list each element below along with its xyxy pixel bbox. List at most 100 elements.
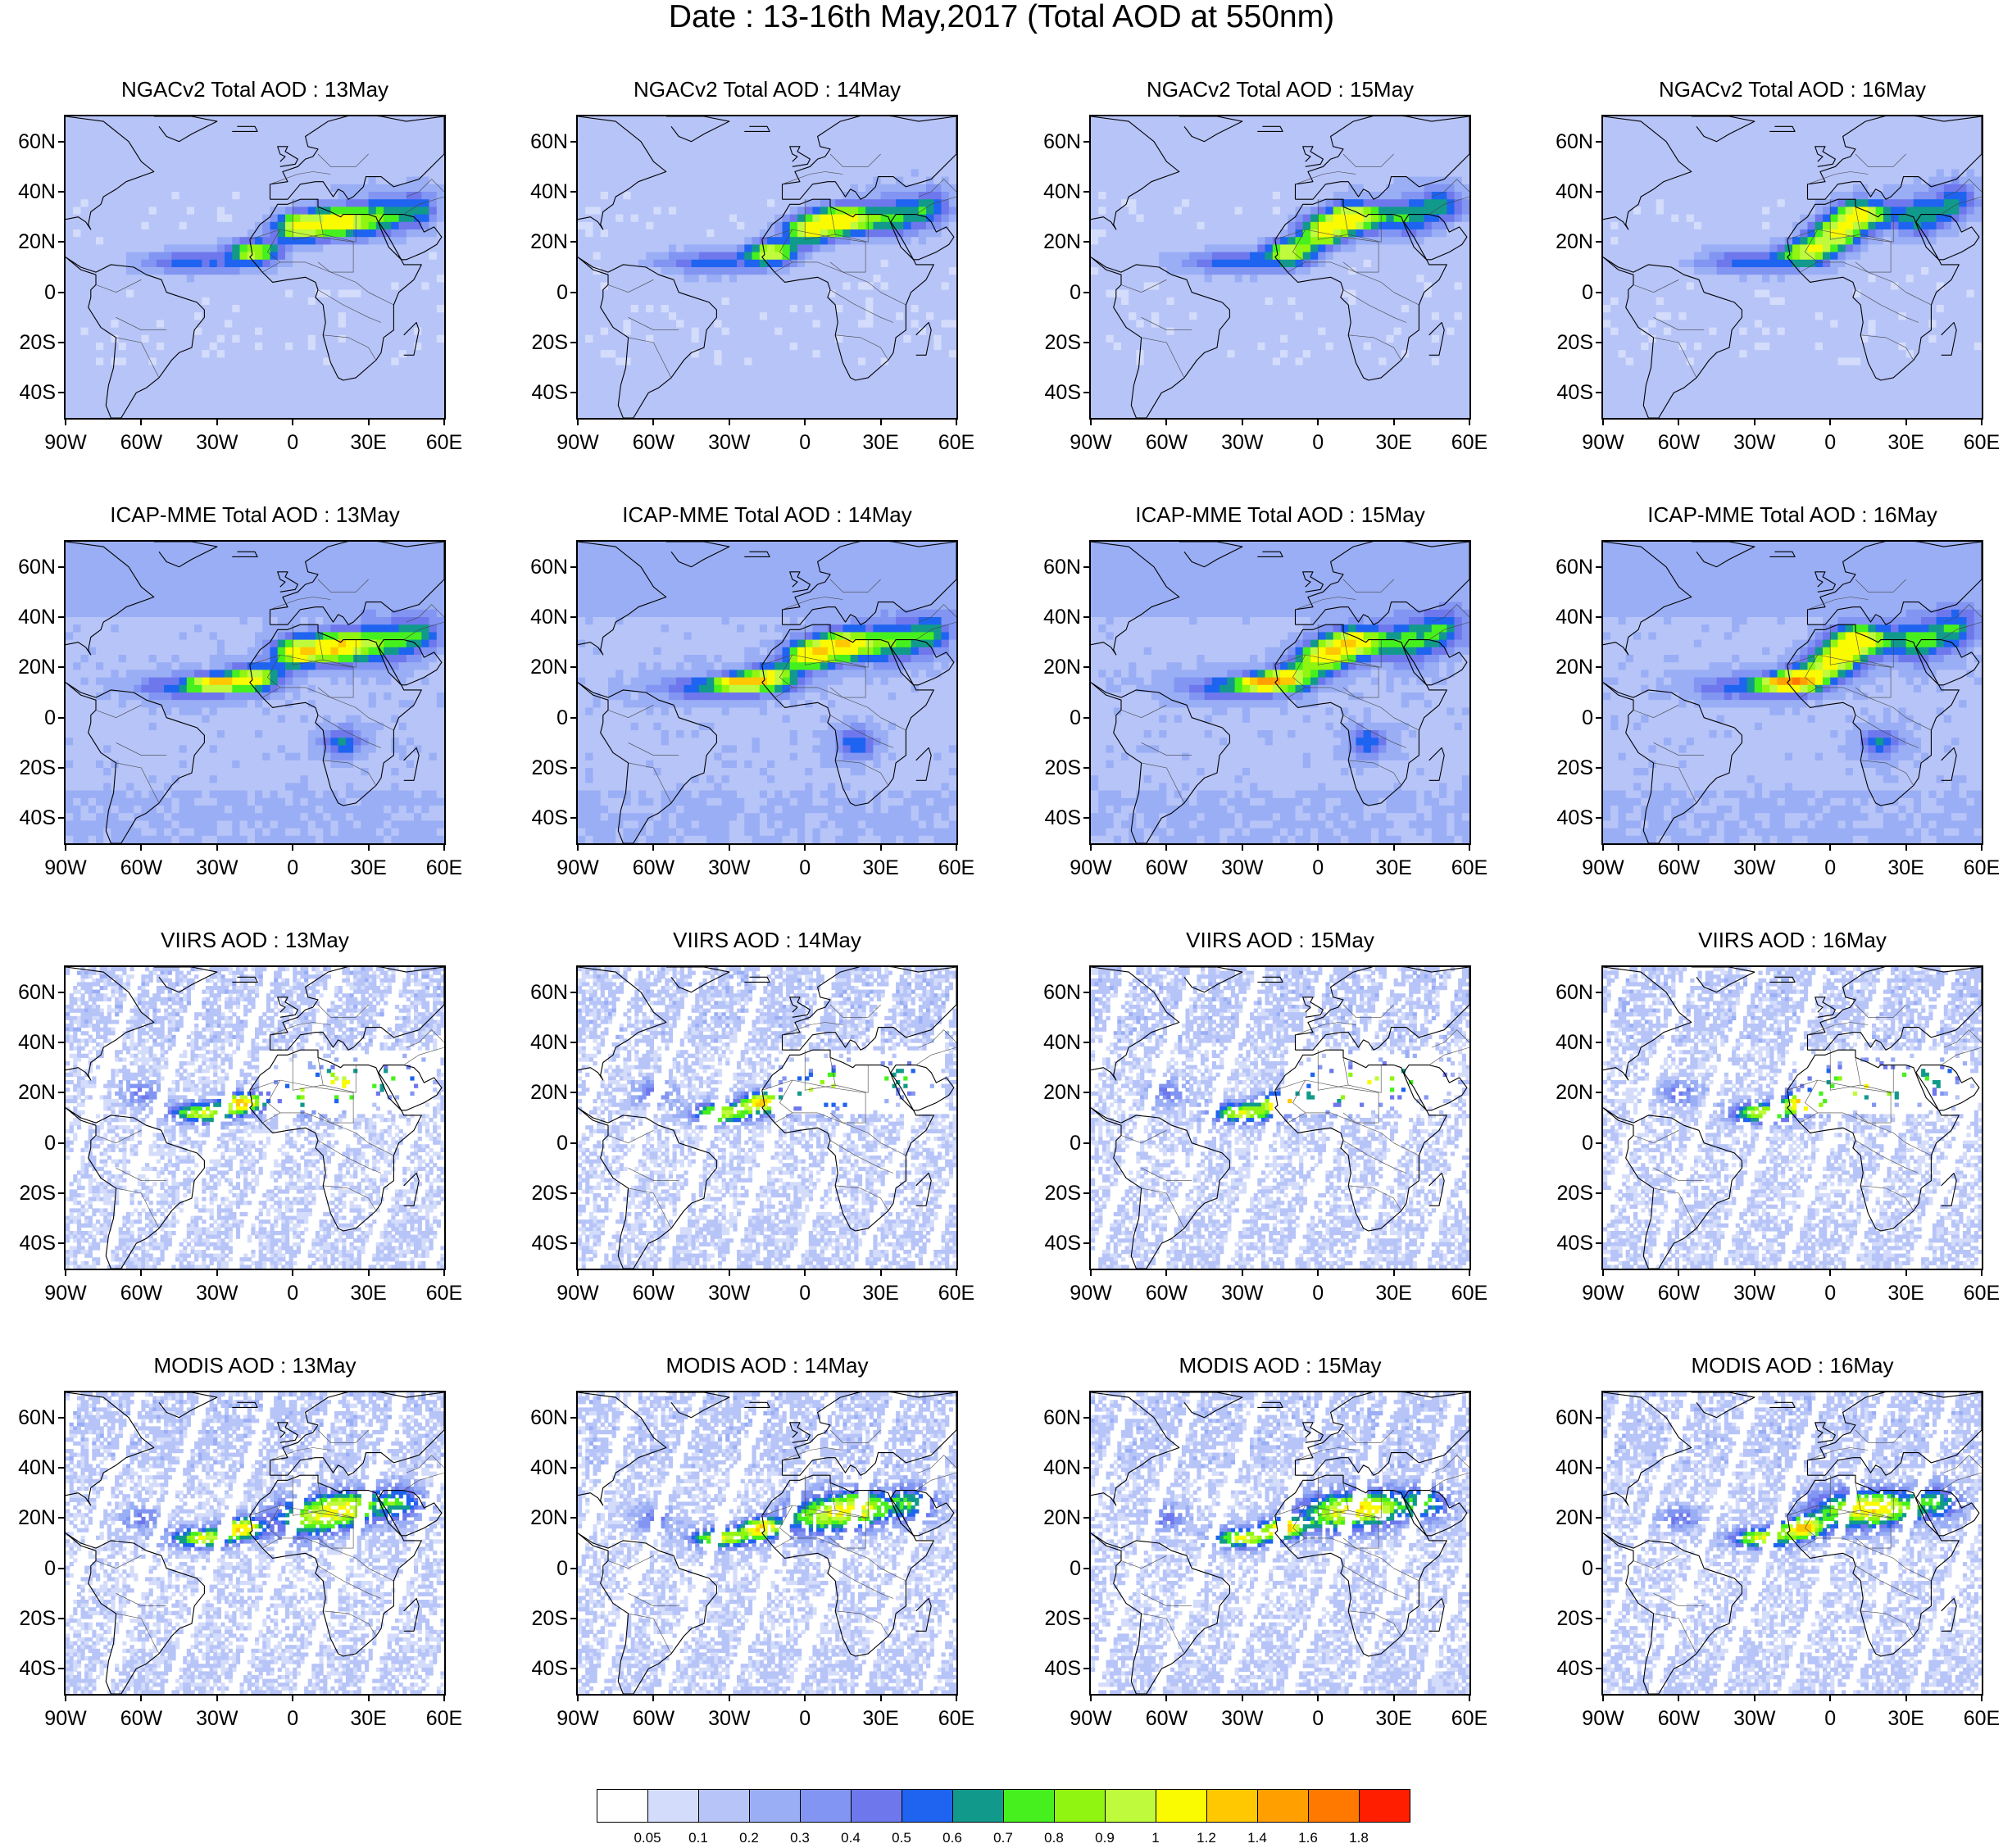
longitude-tick <box>728 420 730 425</box>
longitude-tick <box>1678 845 1680 851</box>
longitude-label: 0 <box>776 431 833 454</box>
latitude-label: 20N <box>1032 1506 1081 1529</box>
map-panel <box>576 115 958 420</box>
colorbar-swatch <box>902 1789 953 1823</box>
latitude-label: 40N <box>1544 1031 1593 1054</box>
latitude-tick <box>1596 1242 1601 1245</box>
longitude-label: 0 <box>264 856 321 879</box>
longitude-label: 30W <box>1214 856 1271 879</box>
longitude-tick <box>65 420 66 425</box>
map-panel <box>576 965 958 1270</box>
latitude-label: 60N <box>519 556 568 579</box>
aod-field <box>66 1392 444 1694</box>
longitude-label: 0 <box>264 431 321 454</box>
latitude-tick <box>570 991 576 993</box>
latitude-label: 40S <box>519 1232 568 1255</box>
longitude-label: 30E <box>1878 1282 1935 1305</box>
colorbar-label: 1.8 <box>1334 1830 1383 1846</box>
longitude-label: 90W <box>1062 1707 1120 1730</box>
country-borders <box>1633 153 1982 379</box>
latitude-label: 0 <box>519 1557 568 1580</box>
latitude-label: 0 <box>519 281 568 304</box>
latitude-label: 20N <box>7 1506 56 1529</box>
latitude-tick <box>1083 191 1089 193</box>
latitude-label: 40S <box>7 381 56 404</box>
longitude-label: 30W <box>188 431 246 454</box>
coastline-namerica <box>578 967 667 1081</box>
latitude-label: 20S <box>1032 756 1081 779</box>
latitude-tick <box>570 767 576 769</box>
latitude-tick <box>1596 767 1601 769</box>
longitude-tick <box>216 420 218 425</box>
latitude-tick <box>1596 291 1601 293</box>
colorbar-swatch <box>1156 1789 1207 1823</box>
coastline-madagascar <box>915 1172 932 1206</box>
map-panel <box>1601 965 1983 1270</box>
longitude-label: 30E <box>340 856 397 879</box>
latitude-tick <box>58 817 64 820</box>
longitude-label: 60E <box>1441 1282 1498 1305</box>
coastline-namerica <box>1091 1392 1180 1506</box>
latitude-tick <box>1083 1242 1089 1245</box>
latitude-tick <box>58 666 64 669</box>
latitude-label: 60N <box>1544 130 1593 153</box>
latitude-label: 60N <box>519 130 568 153</box>
map-plot <box>1603 967 1982 1269</box>
latitude-label: 0 <box>7 281 56 304</box>
country-borders <box>95 1004 444 1229</box>
latitude-label: 40N <box>7 180 56 203</box>
coastline-europe <box>1806 116 1982 200</box>
longitude-label: 30E <box>852 431 910 454</box>
coastline-greenland <box>153 1392 218 1419</box>
longitude-label: 0 <box>1289 1282 1347 1305</box>
longitude-tick <box>1678 1270 1680 1276</box>
map-panel <box>576 540 958 845</box>
latitude-label: 40N <box>7 606 56 629</box>
coastline-iceland <box>232 976 258 983</box>
coastline-namerica <box>66 967 155 1081</box>
longitude-tick <box>879 1696 882 1701</box>
aod-field <box>1603 542 1982 843</box>
coastline-madagascar <box>1941 747 1957 781</box>
longitude-tick <box>292 1270 294 1276</box>
coastline-greenland <box>1691 542 1755 568</box>
latitude-tick <box>1596 716 1601 719</box>
latitude-label: 20N <box>519 1506 568 1529</box>
coastline-britain <box>789 997 811 1018</box>
coastline-iceland <box>1769 125 1796 132</box>
coastline-arabia <box>1403 1065 1468 1111</box>
longitude-tick <box>443 1696 445 1701</box>
coastline-africa <box>1274 1049 1447 1232</box>
latitude-tick <box>570 1467 576 1469</box>
coastline-europe <box>1294 116 1469 200</box>
longitude-label: 60E <box>928 431 985 454</box>
coastline-arabia <box>1915 214 1980 261</box>
longitude-label: 60W <box>625 856 682 879</box>
longitude-tick <box>1317 845 1319 851</box>
colorbar-swatch <box>800 1789 852 1823</box>
longitude-label: 30W <box>188 856 246 879</box>
coastline-samerica <box>1091 682 1230 843</box>
longitude-tick <box>1241 1696 1243 1701</box>
latitude-label: 40N <box>1544 606 1593 629</box>
coastlines <box>1603 542 1982 843</box>
latitude-tick <box>1083 1567 1089 1569</box>
latitude-label: 40S <box>519 381 568 404</box>
longitude-tick <box>652 1696 655 1701</box>
longitude-tick <box>956 845 957 851</box>
coastline-samerica <box>66 682 205 843</box>
colorbar-label: 0.4 <box>826 1830 875 1846</box>
colorbar-label: 0.7 <box>979 1830 1028 1846</box>
latitude-tick <box>570 140 576 143</box>
coastline-europe <box>1806 542 1982 625</box>
longitude-label: 90W <box>37 431 94 454</box>
panel-title: ICAP-MME Total AOD : 13May <box>62 502 447 527</box>
longitude-label: 90W <box>1574 856 1632 879</box>
longitude-tick <box>1165 420 1168 425</box>
longitude-tick <box>879 845 882 851</box>
latitude-tick <box>570 1192 576 1194</box>
longitude-tick <box>1317 1270 1319 1276</box>
latitude-tick <box>58 241 64 243</box>
latitude-tick <box>58 616 64 618</box>
latitude-label: 20N <box>1032 1081 1081 1104</box>
